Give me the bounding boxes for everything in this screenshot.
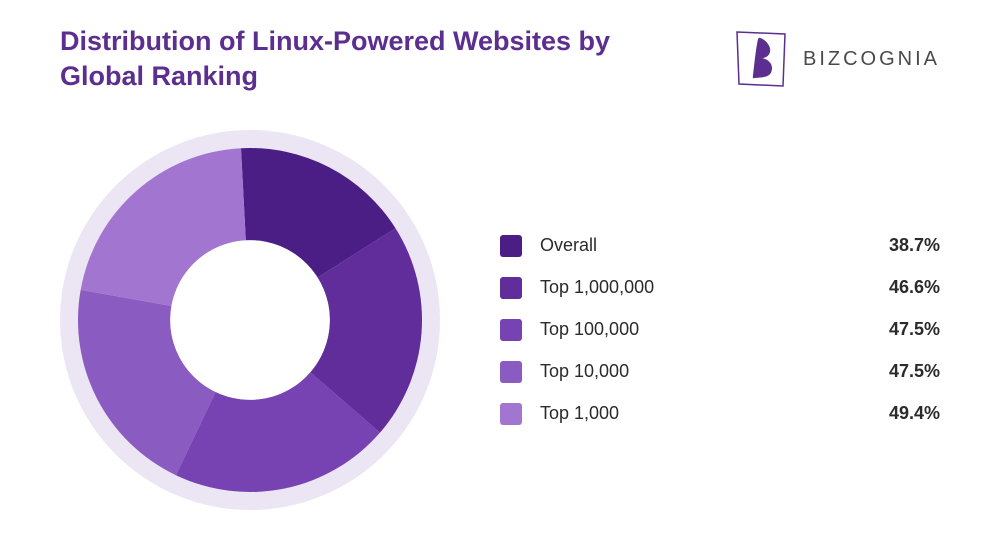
content-area: Overall 38.7% Top 1,000,000 46.6% Top 100,00… bbox=[60, 120, 940, 519]
legend-label: Top 1,000 bbox=[540, 403, 871, 424]
legend-label: Top 100,000 bbox=[540, 319, 871, 340]
legend-swatch bbox=[500, 235, 522, 257]
legend-swatch bbox=[500, 403, 522, 425]
legend-row: Top 1,000,000 46.6% bbox=[500, 277, 940, 299]
legend-row: Top 100,000 47.5% bbox=[500, 319, 940, 341]
page-title: Distribution of Linux-Powered Websites b… bbox=[60, 24, 620, 94]
legend-row: Overall 38.7% bbox=[500, 235, 940, 257]
donut-chart bbox=[60, 130, 440, 510]
legend-value: 46.6% bbox=[889, 277, 940, 298]
brand-logo: BIZCOGNIA bbox=[733, 28, 940, 90]
legend-swatch bbox=[500, 361, 522, 383]
legend-value: 38.7% bbox=[889, 235, 940, 256]
chart-legend: Overall 38.7% Top 1,000,000 46.6% Top 100,00… bbox=[500, 215, 940, 425]
brand-logo-text: BIZCOGNIA bbox=[803, 48, 940, 71]
legend-swatch bbox=[500, 319, 522, 341]
legend-label: Top 1,000,000 bbox=[540, 277, 871, 298]
legend-row: Top 1,000 49.4% bbox=[500, 403, 940, 425]
header: Distribution of Linux-Powered Websites b… bbox=[60, 24, 940, 94]
legend-value: 47.5% bbox=[889, 361, 940, 382]
legend-value: 49.4% bbox=[889, 403, 940, 424]
brand-logo-mark bbox=[733, 28, 789, 90]
legend-label: Top 10,000 bbox=[540, 361, 871, 382]
legend-row: Top 10,000 47.5% bbox=[500, 361, 940, 383]
legend-swatch bbox=[500, 277, 522, 299]
legend-label: Overall bbox=[540, 235, 871, 256]
legend-value: 47.5% bbox=[889, 319, 940, 340]
